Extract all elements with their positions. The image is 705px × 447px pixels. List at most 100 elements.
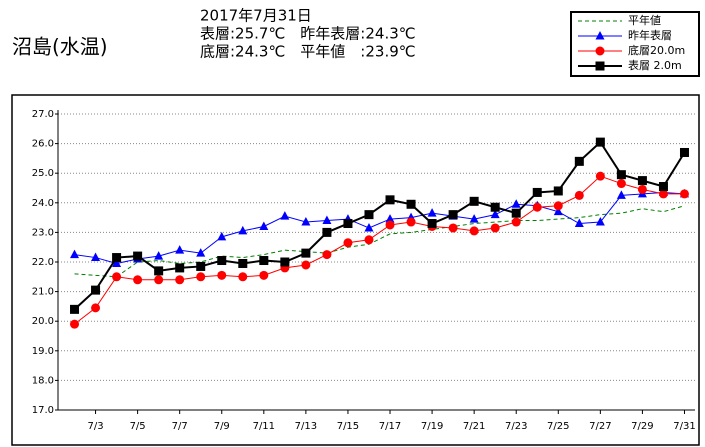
x-tick-label: 7/29	[631, 421, 653, 432]
marker	[133, 275, 143, 285]
x-tick-label: 7/21	[463, 421, 485, 432]
x-tick-label: 7/7	[172, 421, 188, 432]
marker	[175, 245, 185, 254]
marker	[385, 214, 395, 223]
marker	[91, 285, 101, 295]
marker	[112, 258, 122, 267]
marker	[658, 182, 668, 192]
marker	[406, 217, 416, 227]
marker	[637, 176, 647, 186]
marker	[427, 219, 437, 229]
marker	[511, 199, 521, 208]
marker	[679, 147, 689, 157]
marker	[511, 217, 521, 227]
marker	[490, 209, 500, 219]
marker	[154, 251, 164, 260]
marker	[532, 202, 542, 212]
marker	[574, 218, 584, 228]
series-line	[73, 140, 686, 311]
marker	[196, 261, 206, 271]
marker	[595, 46, 605, 56]
chart-title: 沼島(水温)	[12, 35, 108, 59]
legend-label: 底層20.0m	[628, 43, 685, 57]
marker	[553, 206, 563, 216]
marker	[91, 303, 101, 313]
marker	[364, 235, 374, 245]
marker	[385, 220, 395, 230]
marker	[616, 170, 626, 180]
series-line	[74, 205, 685, 278]
marker	[112, 272, 122, 282]
marker	[217, 270, 227, 280]
marker	[448, 223, 458, 233]
header-line: 2017年7月31日	[200, 7, 312, 25]
marker	[238, 258, 248, 268]
marker	[637, 184, 647, 194]
frame	[11, 94, 700, 446]
marker	[448, 210, 458, 220]
marker	[301, 248, 311, 258]
marker	[217, 231, 227, 241]
marker	[574, 190, 584, 200]
marker	[490, 202, 500, 212]
marker	[259, 221, 269, 230]
x-tick-label: 7/11	[253, 421, 275, 432]
marker	[322, 227, 332, 237]
marker	[301, 260, 311, 270]
legend-label: 昨年表層	[628, 28, 672, 42]
marker	[259, 256, 269, 266]
y-tick-label: 20.0	[32, 316, 54, 327]
marker	[490, 223, 500, 233]
marker	[322, 250, 332, 260]
marker	[238, 225, 248, 235]
x-tick-label: 7/15	[337, 421, 359, 432]
marker	[154, 266, 164, 276]
marker	[343, 238, 353, 248]
marker	[469, 196, 479, 206]
x-tick-label: 7/9	[214, 421, 230, 432]
marker	[469, 226, 479, 236]
marker	[238, 272, 248, 282]
y-tick-label: 19.0	[32, 346, 54, 357]
x-tick-label: 7/5	[130, 421, 146, 432]
marker	[112, 253, 122, 263]
marker	[595, 217, 605, 226]
x-tick-label: 7/3	[88, 421, 104, 432]
marker	[469, 214, 479, 223]
marker	[574, 156, 584, 166]
marker	[343, 219, 353, 229]
marker	[553, 201, 563, 211]
marker	[553, 186, 563, 196]
marker	[679, 189, 689, 199]
y-tick-label: 22.0	[32, 257, 54, 268]
marker	[322, 215, 332, 225]
y-tick-label: 18.0	[32, 375, 54, 386]
marker	[70, 249, 80, 259]
x-tick-label: 7/13	[295, 421, 317, 432]
header-line: 底層:24.3℃ 平年値 :23.9℃	[200, 43, 416, 61]
marker	[217, 256, 227, 266]
x-tick-label: 7/17	[379, 421, 401, 432]
marker	[280, 257, 290, 267]
marker	[70, 304, 80, 314]
legend-label: 平年値	[628, 13, 661, 27]
marker	[70, 319, 80, 329]
marker	[406, 199, 416, 209]
y-tick-label: 23.0	[32, 227, 54, 238]
marker	[616, 190, 626, 199]
y-tick-label: 27.0	[32, 109, 54, 120]
marker	[616, 179, 626, 189]
x-tick-label: 7/27	[589, 421, 611, 432]
marker	[175, 263, 185, 273]
marker	[91, 252, 101, 262]
legend-label: 表層 2.0m	[628, 58, 682, 72]
marker	[595, 137, 605, 147]
series-line	[74, 191, 685, 264]
marker	[364, 210, 374, 220]
marker	[301, 217, 311, 226]
marker	[658, 189, 668, 199]
marker	[385, 195, 395, 205]
y-tick-label: 24.0	[32, 198, 54, 209]
x-tick-label: 7/31	[673, 421, 695, 432]
